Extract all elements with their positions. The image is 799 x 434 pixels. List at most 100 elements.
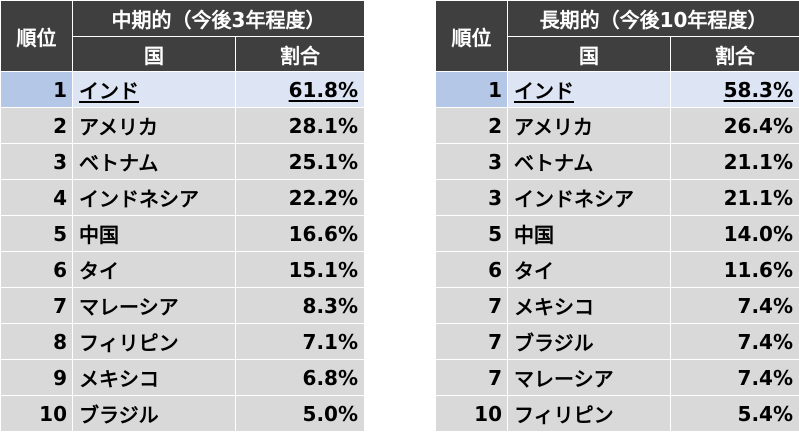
country-cell: メキシコ [72, 359, 236, 396]
longterm-ranking-table: 順位 長期的（今後10年程度） 国 割合 1 インド 58.3% 2 アメリカ 26.4%… [435, 0, 799, 432]
table-row: 9 メキシコ 6.8% [0, 359, 366, 396]
country-name: ベトナム [79, 151, 159, 175]
share-value: 21.1% [723, 185, 793, 210]
country-cell: マレーシア [72, 287, 236, 324]
share-value: 61.8% [288, 77, 359, 102]
rank-cell: 3 [435, 179, 508, 216]
country-cell: ブラジル [72, 395, 236, 432]
country-name: インドネシア [79, 187, 199, 211]
country-cell: 中国 [72, 215, 236, 252]
share-value: 7.4% [737, 365, 793, 390]
country-name: タイ [79, 259, 119, 283]
share-cell: 21.1% [670, 179, 799, 216]
country-cell: インド [72, 71, 236, 108]
share-value: 21.1% [723, 149, 793, 174]
share-cell: 8.3% [234, 287, 366, 324]
share-cell: 26.4% [670, 107, 799, 144]
country-header: 国 [72, 36, 236, 72]
share-cell: 7.1% [234, 323, 366, 360]
country-name: ベトナム [514, 151, 594, 175]
rank-cell: 10 [0, 395, 73, 432]
share-value: 25.1% [288, 149, 359, 174]
share-header: 割合 [670, 36, 799, 72]
share-cell: 7.4% [670, 323, 799, 360]
rank-header: 順位 [435, 0, 508, 72]
rank-cell: 3 [435, 143, 508, 180]
country-name: タイ [514, 259, 554, 283]
rank-cell: 6 [0, 251, 73, 288]
share-cell: 14.0% [670, 215, 799, 252]
country-name: アメリカ [514, 115, 593, 139]
share-cell: 5.0% [234, 395, 366, 432]
share-cell: 15.1% [234, 251, 366, 288]
country-cell: タイ [72, 251, 236, 288]
share-cell: 58.3% [670, 71, 799, 108]
country-cell: ベトナム [72, 143, 236, 180]
share-cell: 16.6% [234, 215, 366, 252]
country-cell: ブラジル [507, 323, 671, 360]
country-name: インド [514, 79, 574, 103]
share-cell: 22.2% [234, 179, 366, 216]
table-row: 5 中国 14.0% [435, 215, 799, 252]
country-name: アメリカ [79, 115, 158, 139]
country-cell: マレーシア [507, 359, 671, 396]
rank-cell: 2 [0, 107, 73, 144]
table-row: 3 ベトナム 25.1% [0, 143, 366, 180]
share-cell: 5.4% [670, 395, 799, 432]
table-row: 6 タイ 11.6% [435, 251, 799, 288]
table-row: 2 アメリカ 26.4% [435, 107, 799, 144]
rank-cell: 7 [435, 287, 508, 324]
table-row: 10 ブラジル 5.0% [0, 395, 366, 432]
share-cell: 28.1% [234, 107, 366, 144]
table-row: 7 ブラジル 7.4% [435, 323, 799, 360]
share-value: 11.6% [723, 257, 793, 282]
country-name: フィリピン [514, 403, 614, 427]
table-row: 1 インド 61.8% [0, 71, 366, 108]
country-cell: タイ [507, 251, 671, 288]
table-row: 2 アメリカ 28.1% [0, 107, 366, 144]
longterm-rows: 1 インド 58.3% 2 アメリカ 26.4% 3 ベトナム 21.1% 3 インドネシア 21.1… [435, 71, 799, 432]
rank-header: 順位 [0, 0, 73, 72]
country-name: ブラジル [514, 331, 594, 355]
country-cell: メキシコ [507, 287, 671, 324]
share-value: 16.6% [288, 221, 359, 246]
share-value: 7.4% [737, 329, 793, 354]
country-name: メキシコ [79, 367, 159, 391]
table-row: 3 インドネシア 21.1% [435, 179, 799, 216]
country-cell: アメリカ [507, 107, 671, 144]
share-value: 7.4% [737, 293, 793, 318]
rank-cell: 4 [0, 179, 73, 216]
country-cell: アメリカ [72, 107, 236, 144]
share-value: 5.4% [737, 401, 793, 426]
longterm-title: 長期的（今後10年程度） [507, 0, 799, 37]
share-value: 7.1% [302, 329, 359, 354]
country-name: マレーシア [79, 295, 179, 319]
share-value: 26.4% [723, 113, 793, 138]
share-cell: 21.1% [670, 143, 799, 180]
rank-cell: 5 [0, 215, 73, 252]
country-cell: フィリピン [507, 395, 671, 432]
share-header: 割合 [234, 36, 366, 72]
country-name: インドネシア [514, 187, 634, 211]
table-row: 8 フィリピン 7.1% [0, 323, 366, 360]
table-row: 7 マレーシア 7.4% [435, 359, 799, 396]
rank-cell: 3 [0, 143, 73, 180]
share-value: 8.3% [302, 293, 359, 318]
table-row: 4 インドネシア 22.2% [0, 179, 366, 216]
country-name: マレーシア [514, 367, 614, 391]
table-row: 10 フィリピン 5.4% [435, 395, 799, 432]
rank-cell: 7 [435, 323, 508, 360]
share-cell: 61.8% [234, 71, 366, 108]
share-cell: 7.4% [670, 359, 799, 396]
country-name: ブラジル [79, 403, 159, 427]
midterm-title: 中期的（今後3年程度） [71, 0, 366, 37]
table-row: 7 メキシコ 7.4% [435, 287, 799, 324]
country-cell: フィリピン [72, 323, 236, 360]
rank-cell: 9 [0, 359, 73, 396]
table-row: 7 マレーシア 8.3% [0, 287, 366, 324]
country-name: メキシコ [514, 295, 594, 319]
share-value: 14.0% [723, 221, 793, 246]
share-cell: 7.4% [670, 287, 799, 324]
country-cell: 中国 [507, 215, 671, 252]
rank-cell: 6 [435, 251, 508, 288]
